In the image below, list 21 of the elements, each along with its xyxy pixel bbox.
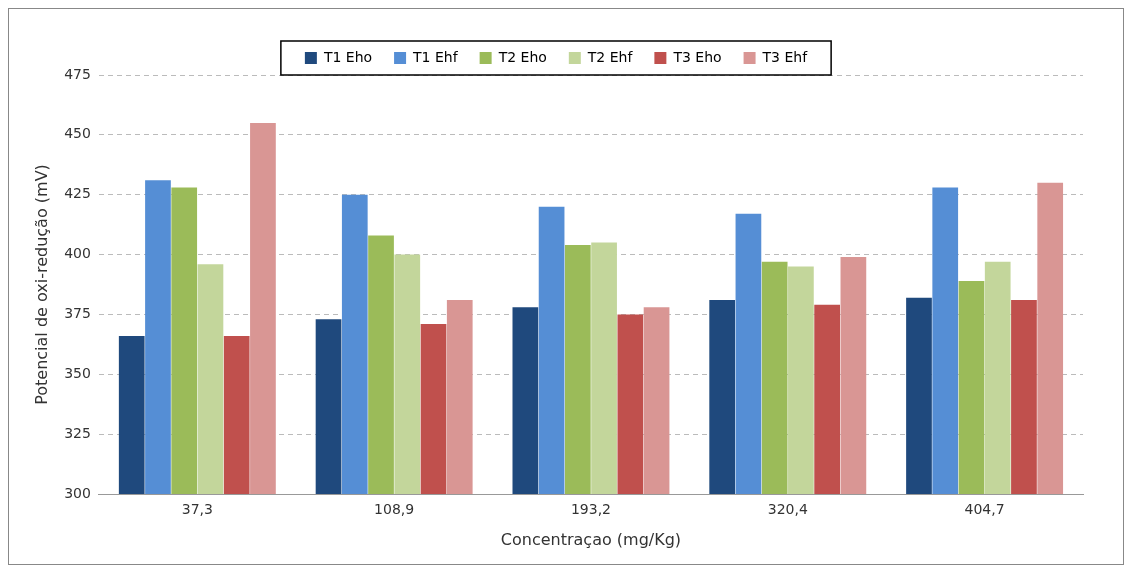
y-tick-label: 375 xyxy=(64,305,91,322)
y-tick-label: 475 xyxy=(64,65,91,82)
legend-label: T1 Eho xyxy=(322,48,373,65)
x-axis-title: Concentraçao (mg/Kg) xyxy=(500,529,682,549)
x-tick-label: 404,7 xyxy=(964,501,1005,518)
y-tick-label: 450 xyxy=(64,125,91,142)
x-tick-label: 37,3 xyxy=(181,501,213,518)
y-tick-label: 425 xyxy=(64,185,91,202)
x-tick-label: 108,9 xyxy=(374,501,415,518)
y-tick-label: 300 xyxy=(64,484,91,501)
y-axis-title: Potencial de oxi-redução (mV) xyxy=(31,164,51,405)
y-tick-label: 400 xyxy=(64,245,91,262)
legend-label: T2 Ehf xyxy=(586,48,634,65)
legend-label: T1 Ehf xyxy=(412,48,459,65)
x-tick-label: 193,2 xyxy=(570,501,612,518)
legend-label: T3 Eho xyxy=(672,48,722,65)
y-tick-label: 325 xyxy=(64,424,91,441)
legend-label: T3 Ehf xyxy=(761,48,809,65)
legend-label: T2 Eho xyxy=(497,48,547,65)
y-tick-label: 350 xyxy=(64,364,91,381)
x-tick-label: 320,4 xyxy=(767,501,808,518)
